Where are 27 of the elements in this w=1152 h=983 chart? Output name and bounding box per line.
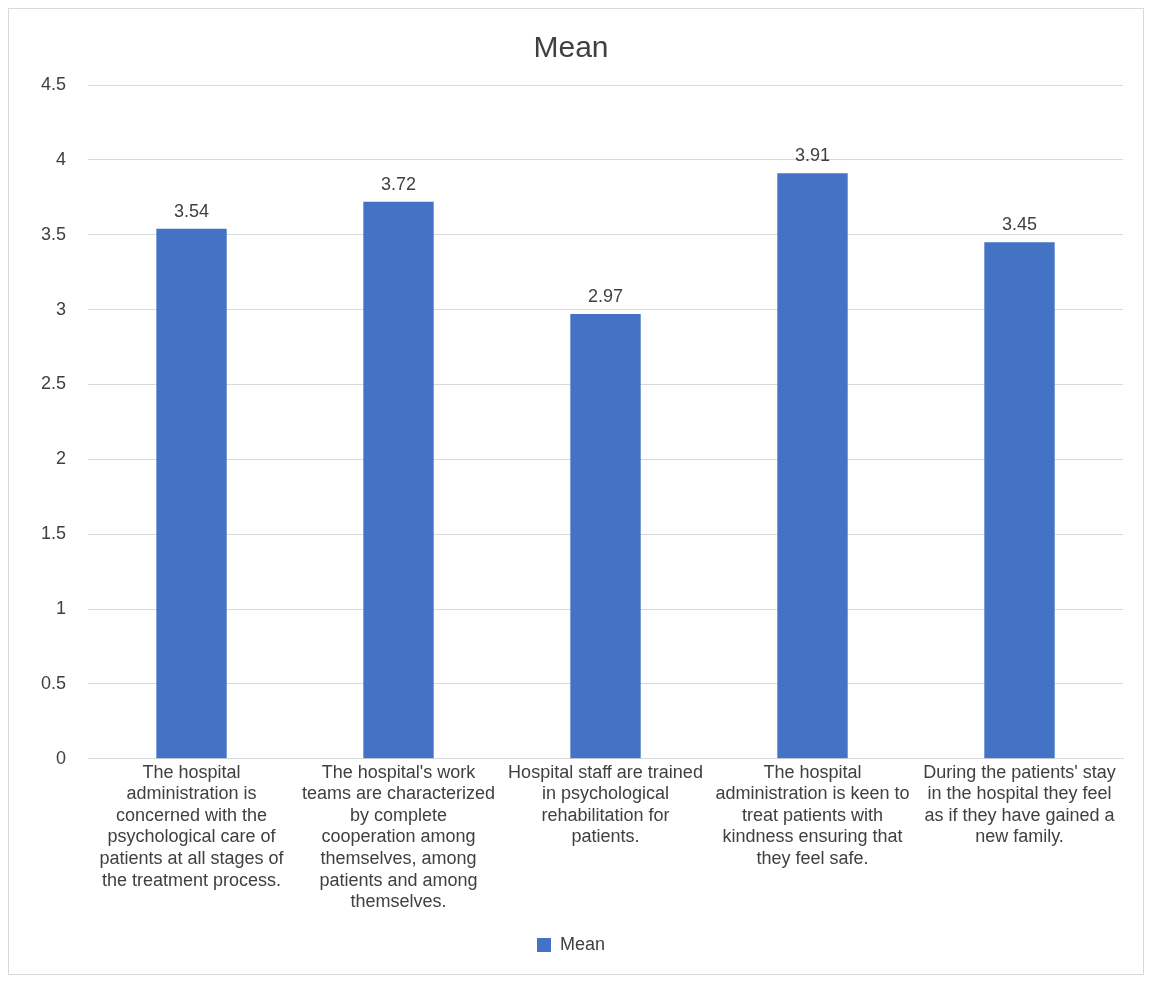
bar xyxy=(363,201,434,759)
bar xyxy=(156,228,227,759)
y-tick-label: 1 xyxy=(56,598,67,619)
y-tick-label: 3.5 xyxy=(40,223,67,244)
data-label: 3.91 xyxy=(794,145,831,166)
bar xyxy=(984,242,1055,759)
x-tick-label: Hospital staff are trained in psychological rehabilitation for patients. xyxy=(508,761,703,847)
y-tick-label: 2.5 xyxy=(40,373,67,394)
y-tick-label: 1.5 xyxy=(40,523,67,544)
legend-label: Mean xyxy=(559,933,606,954)
y-tick-label: 0 xyxy=(56,747,67,768)
y-tick-label: 4.5 xyxy=(40,73,67,94)
x-tick-label: During the patients' stay in the hospital they feel as if they have gained a new family. xyxy=(923,761,1116,847)
data-label: 2.97 xyxy=(587,286,624,307)
y-tick-label: 0.5 xyxy=(40,672,67,693)
x-tick-label: The hospital administration is keen to treat patients with kindness ensuring that they feel safe. xyxy=(715,761,910,868)
bar xyxy=(777,173,848,759)
x-tick-label: The hospital's work teams are characterized by complete cooperation among themselves, among patients and among themselves. xyxy=(301,761,496,912)
data-label: 3.72 xyxy=(380,173,417,194)
chart-title: Mean xyxy=(533,30,609,64)
x-tick-label: The hospital administration is concerned with the psychological care of patients at all stages of the treatment process. xyxy=(99,761,285,890)
y-tick-label: 4 xyxy=(56,148,67,169)
data-label: 3.45 xyxy=(1001,214,1038,235)
data-label: 3.54 xyxy=(174,200,210,221)
bar xyxy=(570,314,641,759)
y-tick-label: 3 xyxy=(56,298,67,319)
y-tick-label: 2 xyxy=(56,448,67,469)
